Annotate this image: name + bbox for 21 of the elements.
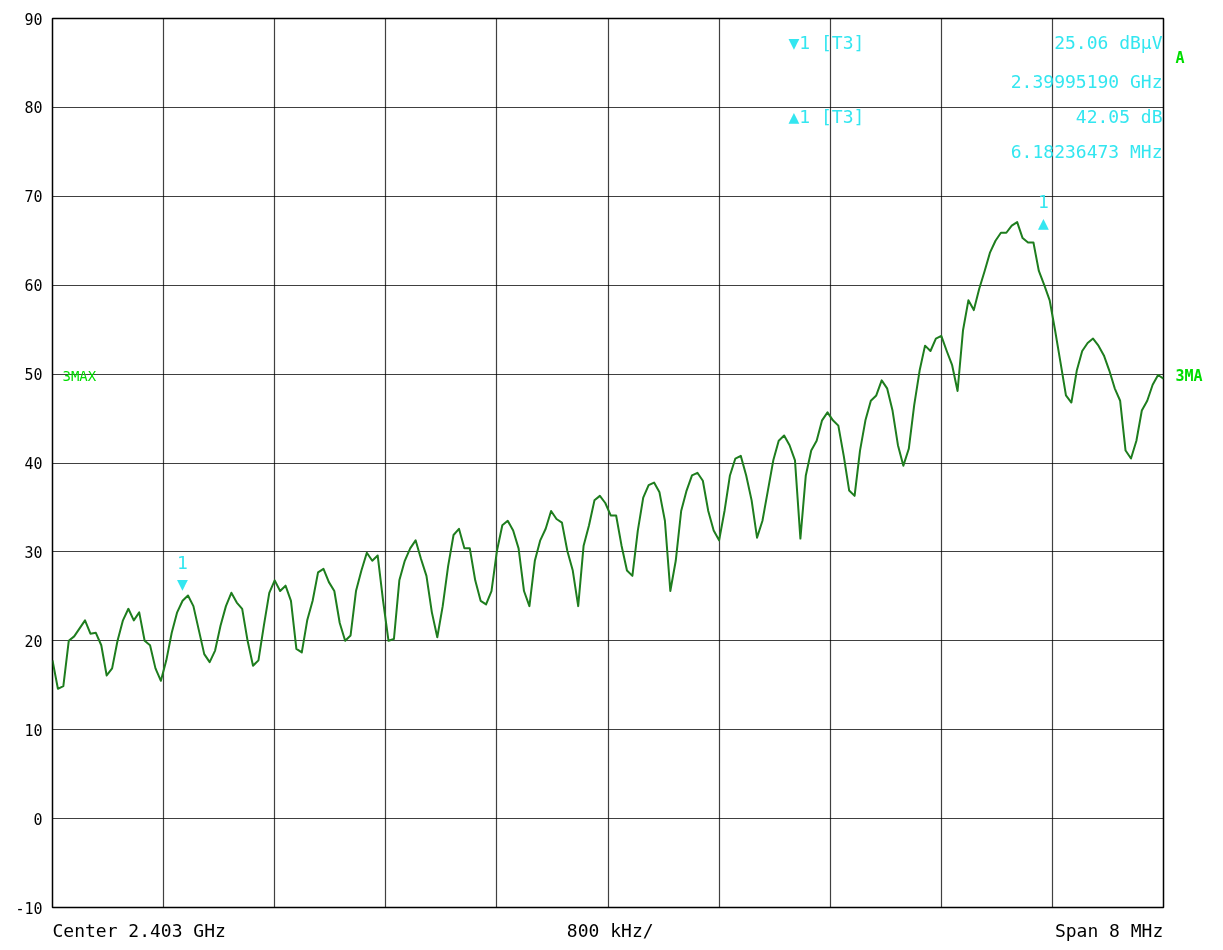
annotation: 1 ▼ — [177, 551, 189, 594]
annotation: 42.05 dB — [1075, 106, 1163, 127]
y-tick-label: 80 — [24, 99, 43, 118]
annotation: 1 ▲ — [1038, 190, 1050, 233]
y-tick-label: 50 — [24, 366, 43, 385]
y-tick-label: 70 — [24, 188, 43, 207]
y-tick-label: 60 — [24, 277, 43, 296]
y-tick-label: 30 — [24, 543, 43, 562]
y-tick-label: 40 — [24, 455, 43, 473]
annotation: 25.06 dBµV — [1054, 32, 1163, 53]
text: A — [1175, 48, 1185, 67]
y-tick-label: 0 — [33, 810, 43, 829]
y-tick-label: 20 — [24, 632, 43, 651]
y-tick-label: 10 — [24, 721, 43, 740]
y-tick-label: 90 — [24, 10, 43, 29]
line-series — [52, 221, 1164, 690]
y-tick-label: -10 — [15, 899, 43, 918]
text: Center 2.403 GHz — [52, 919, 226, 941]
text: 800 kHz/ — [566, 919, 654, 941]
text: 3MA — [1175, 366, 1203, 385]
text: Span 8 MHz — [1054, 919, 1164, 941]
